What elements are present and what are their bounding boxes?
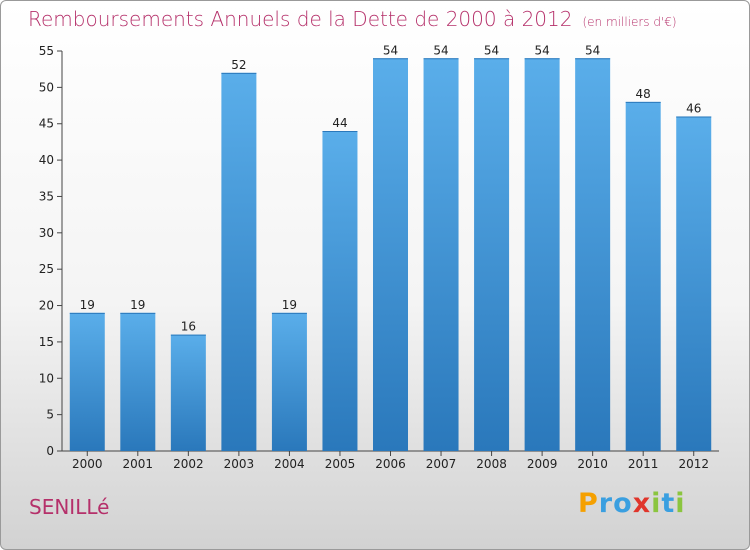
logo-letter: i — [675, 488, 686, 519]
logo-letter: P — [578, 488, 599, 519]
bar-value-label: 46 — [686, 101, 701, 115]
x-tick-label: 2010 — [577, 457, 608, 471]
x-tick-label: 2008 — [476, 457, 507, 471]
bar-value-label: 44 — [332, 116, 347, 130]
bar-value-label: 54 — [534, 43, 549, 57]
bar-2006 — [373, 58, 408, 451]
x-tick-label: 2006 — [375, 457, 406, 471]
commune-name: SENILLé — [29, 495, 110, 519]
chart-axes: 0 5 10 15 20 25 30 35 40 45 50 55 2000 2001 2002 2003 20… — [39, 44, 719, 471]
bar-2002 — [170, 334, 206, 451]
x-tick-label: 2000 — [72, 457, 103, 471]
y-tick-label: 30 — [39, 226, 54, 240]
y-tick-label: 10 — [39, 371, 54, 385]
chart-subtitle: (en milliers d'€) — [582, 15, 677, 29]
x-tick-label: 2007 — [426, 457, 457, 471]
bar-value-label: 19 — [80, 298, 95, 312]
logo-letter: t — [661, 488, 676, 519]
bar-value-label: 48 — [636, 87, 651, 101]
x-tick-label: 2009 — [527, 457, 558, 471]
y-tick-label: 20 — [39, 299, 54, 313]
x-tick-label: 2005 — [325, 457, 356, 471]
logo-letter: r — [598, 488, 614, 519]
bar-2000 — [69, 312, 105, 451]
bar-value-label: 19 — [130, 298, 145, 312]
chart-bars: 19 19 16 52 19 44 54 54 54 54 54 48 46 — [69, 43, 712, 452]
bar-2003 — [221, 72, 257, 452]
x-tick-label: 2003 — [224, 457, 255, 471]
chart-title-text: Remboursements Annuels de la Dette de 20… — [28, 7, 573, 31]
bar-value-label: 54 — [383, 43, 398, 57]
bar-2012 — [676, 116, 712, 452]
bar-value-label: 54 — [585, 43, 600, 57]
bar-2005 — [322, 131, 358, 451]
y-tick-label: 40 — [39, 153, 54, 167]
logo-letter: i — [651, 488, 662, 519]
bar-2008 — [474, 58, 510, 451]
bar-value-label: 19 — [282, 298, 297, 312]
y-tick-label: 5 — [46, 408, 54, 422]
x-tick-label: 2001 — [123, 457, 154, 471]
bar-2004 — [271, 312, 307, 451]
bar-value-label: 54 — [433, 43, 448, 57]
y-tick-label: 15 — [39, 335, 54, 349]
y-tick-label: 25 — [39, 262, 54, 276]
bar-2011 — [625, 101, 661, 451]
proxiti-logo: Proxiti — [578, 488, 686, 519]
x-tick-label: 2002 — [173, 457, 204, 471]
logo-letter: o — [613, 488, 633, 519]
x-tick-label: 2004 — [274, 457, 305, 471]
chart-title: Remboursements Annuels de la Dette de 20… — [28, 7, 677, 31]
y-tick-label: 0 — [46, 444, 54, 458]
y-tick-label: 50 — [39, 80, 54, 94]
bar-2001 — [120, 312, 156, 451]
bar-2010 — [575, 58, 611, 451]
logo-letter: x — [632, 488, 652, 519]
bar-value-label: 16 — [181, 320, 196, 334]
bar-value-label: 52 — [231, 58, 246, 72]
y-tick-label: 35 — [39, 189, 54, 203]
bar-2009 — [524, 58, 560, 451]
bar-2007 — [423, 58, 459, 451]
y-tick-label: 55 — [39, 44, 54, 58]
x-tick-label: 2011 — [628, 457, 659, 471]
y-tick-label: 45 — [39, 117, 54, 131]
x-tick-label: 2012 — [678, 457, 709, 471]
bar-value-label: 54 — [484, 43, 499, 57]
